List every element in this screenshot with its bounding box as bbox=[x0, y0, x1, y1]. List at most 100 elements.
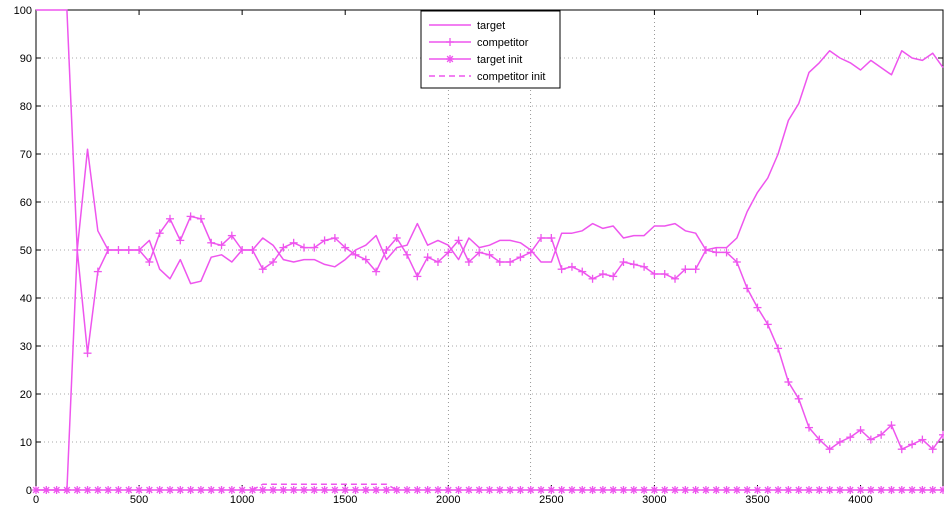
star-marker-d2 bbox=[826, 486, 833, 494]
legend-label: target bbox=[477, 20, 505, 32]
y-tick-label: 50 bbox=[20, 245, 32, 257]
star-marker-d2 bbox=[115, 486, 122, 494]
x-tick-label: 3000 bbox=[642, 494, 666, 506]
star-marker-d2 bbox=[166, 486, 174, 494]
star-marker-d2 bbox=[434, 486, 442, 494]
star-marker-d2 bbox=[42, 486, 50, 494]
star-marker-d2 bbox=[589, 486, 596, 494]
star-marker-d2 bbox=[795, 486, 803, 494]
star-marker-d2 bbox=[661, 486, 669, 494]
star-marker-d2 bbox=[341, 486, 349, 494]
star-marker-d2 bbox=[280, 486, 287, 494]
star-marker-d2 bbox=[723, 486, 730, 494]
star-marker-d2 bbox=[743, 486, 751, 494]
series-target bbox=[36, 9, 944, 285]
star-marker-d2 bbox=[651, 486, 658, 494]
star-marker-d2 bbox=[609, 486, 617, 494]
star-marker-d2 bbox=[537, 486, 545, 494]
star-marker-d2 bbox=[764, 486, 772, 494]
legend-label: competitor init bbox=[477, 71, 545, 83]
legend-item: target bbox=[429, 20, 505, 32]
star-marker-d2 bbox=[135, 486, 143, 494]
y-tick-label: 70 bbox=[20, 149, 32, 161]
star-marker-d2 bbox=[506, 486, 514, 494]
series-layer bbox=[32, 9, 944, 494]
y-tick-label: 60 bbox=[20, 197, 32, 209]
star-marker-d2 bbox=[176, 486, 184, 494]
star-marker-d2 bbox=[558, 486, 565, 494]
y-tick-label: 40 bbox=[20, 293, 32, 305]
star-marker-d2 bbox=[496, 486, 504, 494]
star-marker-d2 bbox=[310, 486, 318, 494]
x-tick-label: 4000 bbox=[848, 494, 872, 506]
star-marker-d2 bbox=[640, 486, 648, 494]
y-tick-label: 30 bbox=[20, 341, 32, 353]
star-marker-d2 bbox=[815, 486, 823, 494]
series-line bbox=[36, 9, 944, 285]
star-marker-d2 bbox=[846, 486, 854, 494]
star-marker-d2 bbox=[630, 486, 638, 494]
star-marker-d2 bbox=[156, 486, 164, 494]
star-marker-d2 bbox=[475, 486, 483, 494]
star-marker-d2 bbox=[599, 486, 607, 494]
star-marker-d2 bbox=[774, 486, 782, 494]
star-marker-d2 bbox=[465, 486, 473, 494]
star-marker-d2 bbox=[424, 486, 431, 494]
star-marker-d2 bbox=[888, 486, 895, 494]
star-marker-d2 bbox=[939, 488, 944, 494]
star-marker-d2 bbox=[681, 486, 689, 494]
star-marker-d2 bbox=[63, 486, 71, 494]
star-marker-d2 bbox=[352, 486, 359, 494]
star-marker-d2 bbox=[444, 486, 452, 494]
series-line bbox=[252, 483, 398, 491]
star-marker-d2 bbox=[393, 486, 401, 494]
star-marker-d2 bbox=[785, 486, 792, 494]
star-marker-d2 bbox=[929, 486, 937, 494]
star-marker-d2 bbox=[269, 486, 277, 494]
star-marker-d2 bbox=[702, 486, 710, 494]
star-marker-d2 bbox=[754, 486, 761, 494]
series-competitor bbox=[36, 212, 944, 494]
y-tick-label: 0 bbox=[26, 485, 32, 497]
series-target-init bbox=[32, 486, 944, 494]
star-marker-d2 bbox=[32, 486, 40, 494]
legend: target competitor target init competitor in… bbox=[420, 10, 561, 89]
star-marker-d2 bbox=[300, 486, 308, 494]
star-marker-d2 bbox=[218, 486, 225, 494]
star-marker-d2 bbox=[125, 486, 133, 494]
star-marker-d2 bbox=[238, 486, 246, 494]
star-marker-d2 bbox=[578, 486, 586, 494]
y-tick-label: 80 bbox=[20, 101, 32, 113]
star-marker-d2 bbox=[877, 486, 885, 494]
star-marker-d2 bbox=[620, 486, 627, 494]
legend-label: competitor bbox=[477, 37, 529, 49]
star-marker-d2 bbox=[290, 486, 298, 494]
legend-item: target init bbox=[429, 54, 522, 66]
y-tick-label: 90 bbox=[20, 53, 32, 65]
star-marker-d2 bbox=[836, 486, 844, 494]
star-marker-d2 bbox=[362, 486, 370, 494]
star-marker-d2 bbox=[372, 486, 380, 494]
x-tick-label: 500 bbox=[130, 494, 148, 506]
legend-label: target init bbox=[477, 54, 522, 66]
star-marker-d2 bbox=[692, 486, 699, 494]
x-tick-label: 2000 bbox=[436, 494, 460, 506]
x-tick-label: 2500 bbox=[539, 494, 563, 506]
star-marker-d2 bbox=[857, 486, 864, 494]
y-tick-label: 20 bbox=[20, 389, 32, 401]
star-marker-d2 bbox=[548, 486, 555, 494]
y-tick-label: 10 bbox=[20, 437, 32, 449]
star-marker-d2 bbox=[733, 486, 741, 494]
star-marker-d2 bbox=[486, 486, 493, 494]
star-marker-d2 bbox=[331, 486, 339, 494]
star-marker-d2 bbox=[321, 486, 328, 494]
star-marker-d2 bbox=[228, 486, 236, 494]
series-competitor-init bbox=[252, 483, 398, 491]
star-marker-d2 bbox=[867, 486, 875, 494]
star-marker-d2 bbox=[919, 486, 926, 494]
star-marker-d2 bbox=[94, 486, 102, 494]
star-marker-d2 bbox=[73, 486, 81, 494]
